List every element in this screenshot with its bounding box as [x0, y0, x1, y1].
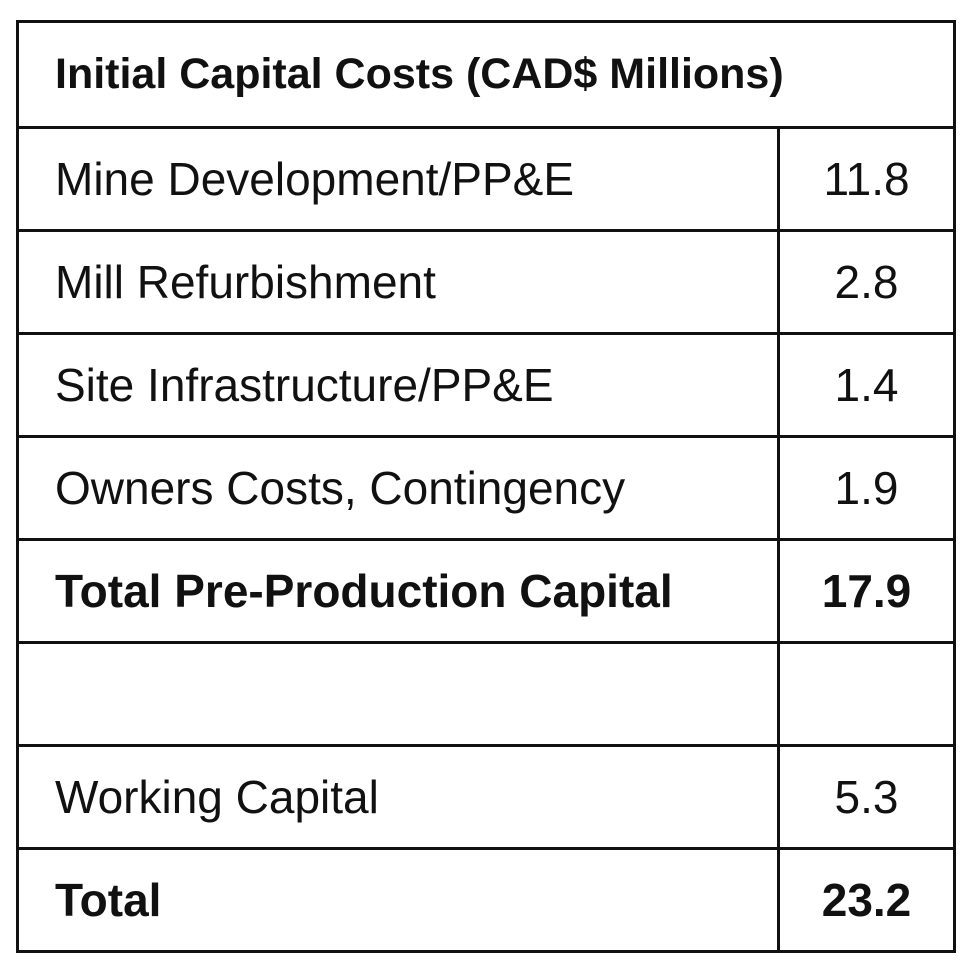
table-row: Owners Costs, Contingency 1.9 [19, 435, 953, 538]
table-row: Working Capital 5.3 [19, 744, 953, 847]
subtotal-row: Total Pre-Production Capital 17.9 [19, 538, 953, 641]
total-label: Total [19, 850, 780, 950]
row-label: Site Infrastructure/PP&E [19, 335, 780, 435]
total-value: 23.2 [821, 874, 912, 926]
row-label: Owners Costs, Contingency [19, 438, 780, 538]
row-value: 1.9 [834, 462, 899, 514]
table-row: Mill Refurbishment 2.8 [19, 229, 953, 332]
row-label: Mine Development/PP&E [19, 129, 780, 229]
row-value: 1.4 [834, 359, 899, 411]
row-label [19, 644, 780, 744]
subtotal-value: 17.9 [821, 565, 912, 617]
row-label: Working Capital [19, 747, 780, 847]
row-value: 11.8 [823, 153, 910, 205]
row-label: Mill Refurbishment [19, 232, 780, 332]
row-value: 5.3 [834, 771, 899, 823]
table-row: Mine Development/PP&E 11.8 [19, 126, 953, 229]
subtotal-label: Total Pre-Production Capital [19, 541, 780, 641]
total-row: Total 23.2 [19, 847, 953, 950]
empty-row [19, 641, 953, 744]
table-title: Initial Capital Costs (CAD$ Millions) [55, 50, 784, 98]
row-value: 2.8 [834, 256, 899, 308]
capital-costs-table: Initial Capital Costs (CAD$ Millions) Mi… [16, 20, 956, 953]
table-row: Site Infrastructure/PP&E 1.4 [19, 332, 953, 435]
row-value [780, 644, 953, 744]
table-header-row: Initial Capital Costs (CAD$ Millions) [19, 23, 953, 126]
